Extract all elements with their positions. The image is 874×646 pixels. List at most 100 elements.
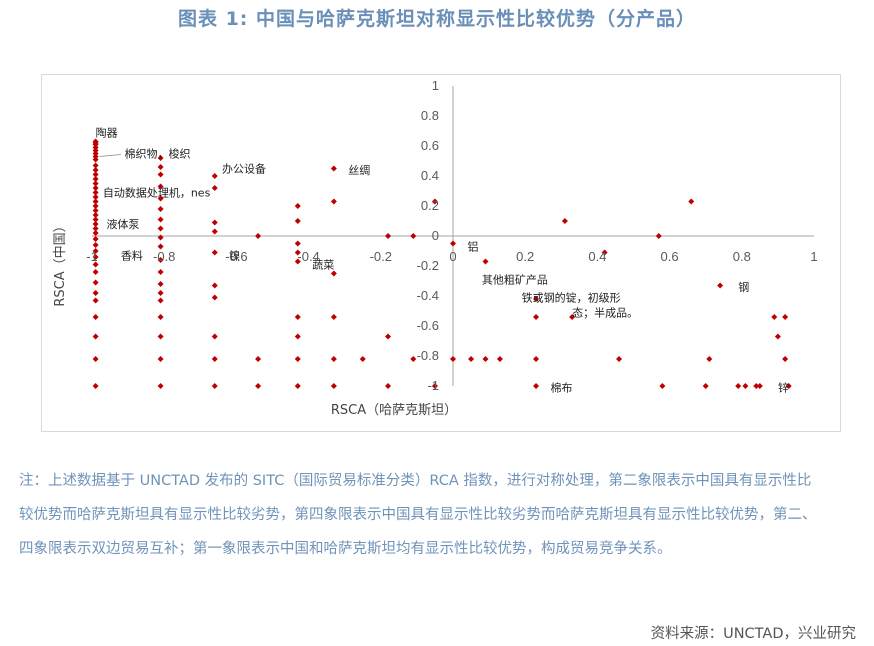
data-point bbox=[92, 314, 99, 320]
x-tick-label: -0.4 bbox=[297, 249, 319, 264]
data-point bbox=[782, 356, 789, 362]
data-point bbox=[92, 171, 99, 178]
x-tick-label: 0.8 bbox=[733, 249, 751, 264]
data-point bbox=[92, 203, 99, 209]
data-point bbox=[92, 176, 99, 182]
data-point bbox=[410, 233, 417, 239]
y-tick-label: -0.6 bbox=[417, 318, 439, 333]
data-point bbox=[482, 356, 489, 362]
point-annotation: 态；半成品。 bbox=[572, 306, 638, 320]
data-point bbox=[92, 221, 99, 227]
data-point bbox=[330, 314, 337, 320]
data-point bbox=[385, 333, 392, 340]
data-point bbox=[92, 225, 99, 232]
data-point bbox=[294, 218, 301, 224]
data-point bbox=[601, 249, 608, 256]
data-point bbox=[157, 206, 164, 212]
x-tick-labels: -1 -0.8 -0.6 -0.4 -0.2 0 0.2 0.4 0.6 0.8 1 bbox=[86, 249, 817, 264]
y-tick-label: 1 bbox=[432, 78, 439, 93]
data-point bbox=[330, 198, 337, 205]
chart-area: 陶器 棉织物，梭织 办公设备 丝绸 自动数据处理机，nes 液体泵 香料 镍蔬菜 铝其他粗矿产品… bbox=[41, 74, 841, 432]
point-annotation: 蔬菜 bbox=[312, 259, 334, 272]
y-tick-label: -0.2 bbox=[417, 258, 439, 273]
data-point bbox=[717, 282, 724, 289]
data-point bbox=[211, 173, 218, 179]
data-point bbox=[533, 356, 540, 362]
data-point bbox=[782, 314, 789, 320]
x-tick-label: 0.6 bbox=[661, 249, 679, 264]
data-point bbox=[92, 230, 99, 236]
data-point bbox=[561, 218, 568, 224]
data-point bbox=[157, 234, 164, 241]
data-point bbox=[157, 216, 164, 223]
figure-note: 注：上述数据基于 UNCTAD 发布的 SITC（国际贸易标准分类）RCA 指数… bbox=[19, 473, 817, 557]
data-point bbox=[330, 165, 337, 172]
leader-lines bbox=[99, 154, 121, 157]
point-annotation: 棉布 bbox=[550, 381, 572, 395]
data-point bbox=[385, 233, 392, 239]
x-tick-label: 1 bbox=[810, 249, 817, 264]
leader-line bbox=[99, 154, 121, 157]
point-annotation: 丝绸 bbox=[348, 163, 370, 177]
data-point bbox=[771, 314, 778, 320]
data-point bbox=[735, 383, 742, 389]
data-point bbox=[255, 383, 262, 389]
data-point bbox=[157, 225, 164, 232]
y-tick-label: -1 bbox=[427, 378, 439, 393]
data-point bbox=[468, 356, 475, 362]
data-point bbox=[756, 383, 763, 389]
data-point bbox=[294, 333, 301, 340]
x-tick-label: -0.8 bbox=[153, 249, 175, 264]
data-point bbox=[157, 314, 164, 320]
data-point bbox=[655, 233, 662, 239]
data-point bbox=[92, 248, 99, 254]
y-tick-label: 0 bbox=[432, 228, 439, 243]
data-point bbox=[533, 296, 540, 302]
data-point bbox=[294, 383, 301, 389]
data-point bbox=[157, 269, 164, 275]
point-annotation: 香料 bbox=[121, 249, 143, 263]
data-point bbox=[330, 356, 337, 362]
y-tick-label: -0.4 bbox=[417, 288, 439, 303]
data-point bbox=[330, 270, 337, 277]
data-point bbox=[211, 356, 218, 362]
point-annotation: 棉织物，梭织 bbox=[124, 147, 190, 161]
data-point bbox=[774, 333, 781, 340]
data-point bbox=[410, 356, 417, 362]
point-annotation: 铁或钢的锭，初级形 bbox=[522, 291, 621, 305]
data-point bbox=[569, 314, 576, 320]
data-point bbox=[157, 290, 164, 296]
data-point bbox=[157, 281, 164, 287]
data-point bbox=[92, 198, 99, 205]
data-point bbox=[211, 282, 218, 289]
data-point bbox=[157, 297, 164, 304]
data-point bbox=[92, 194, 99, 200]
point-annotation: 锌 bbox=[778, 381, 789, 395]
data-point bbox=[294, 356, 301, 362]
data-point bbox=[211, 333, 218, 340]
data-point bbox=[450, 240, 456, 247]
data-point bbox=[211, 219, 218, 226]
point-annotation: 钢 bbox=[738, 281, 749, 294]
data-point bbox=[157, 243, 164, 250]
data-point bbox=[92, 261, 99, 268]
data-point bbox=[92, 185, 99, 191]
y-tick-label: -0.8 bbox=[417, 348, 439, 363]
point-annotation: 陶器 bbox=[96, 126, 118, 140]
point-annotation: 自动数据处理机，nes bbox=[103, 186, 211, 200]
data-point bbox=[255, 233, 262, 239]
data-point bbox=[785, 383, 792, 389]
data-point bbox=[92, 383, 99, 389]
point-annotation: 液体泵 bbox=[106, 217, 139, 231]
y-tick-label: 0.2 bbox=[421, 198, 439, 213]
data-point bbox=[211, 249, 218, 256]
data-point bbox=[157, 356, 164, 362]
data-point bbox=[482, 258, 489, 265]
data-point bbox=[431, 198, 438, 205]
data-point bbox=[92, 290, 99, 296]
data-point bbox=[211, 228, 218, 235]
data-point bbox=[157, 257, 164, 263]
x-tick-label: -0.6 bbox=[225, 249, 247, 264]
